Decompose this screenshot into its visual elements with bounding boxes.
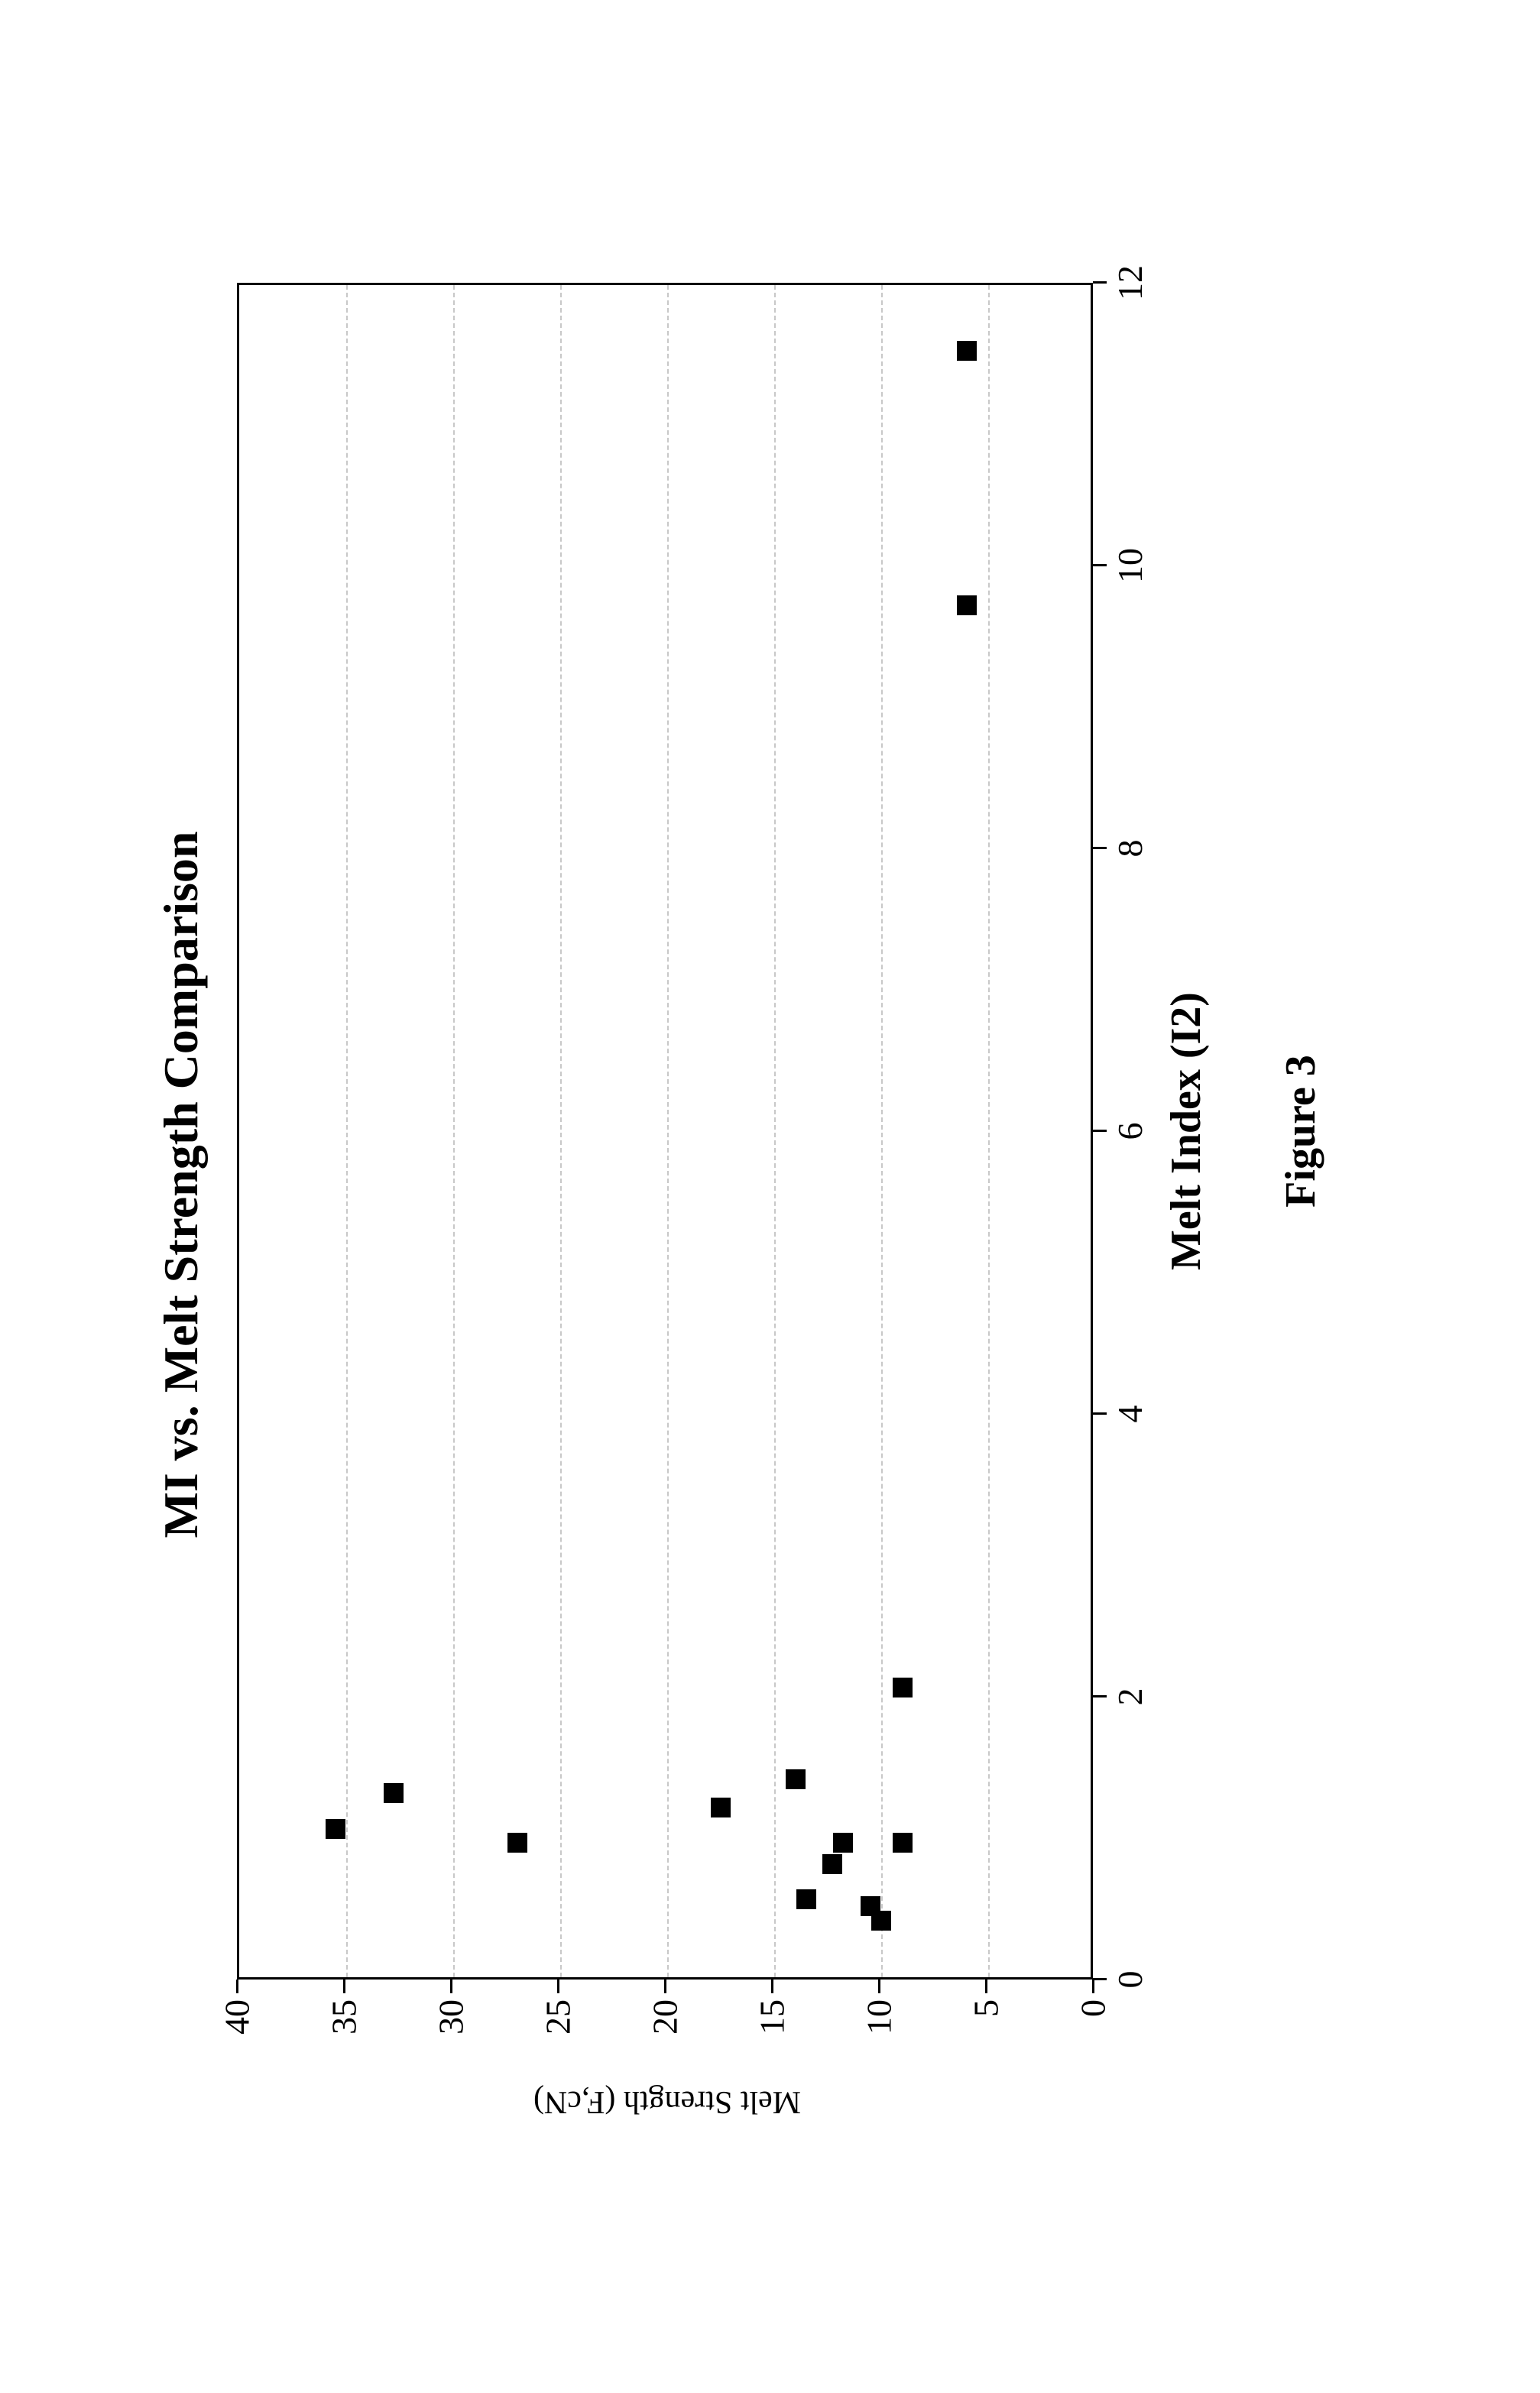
- y-tick-mark: [450, 1980, 452, 1993]
- data-point: [893, 1833, 913, 1853]
- y-tick-label: 25: [538, 1999, 579, 2035]
- data-point: [957, 342, 977, 362]
- y-tick-mark: [236, 1980, 238, 1993]
- x-tick-mark: [1093, 1978, 1107, 1980]
- data-point: [384, 1784, 404, 1804]
- gridline: [774, 285, 776, 1977]
- x-tick-mark: [1093, 1130, 1107, 1132]
- y-tick-label: 15: [752, 1999, 793, 2035]
- y-tick-mark: [557, 1980, 559, 1993]
- x-tick-mark: [1093, 1412, 1107, 1415]
- gridline: [346, 285, 348, 1977]
- y-tick-mark: [664, 1980, 666, 1993]
- gridline: [453, 285, 455, 1977]
- plot-area: [237, 283, 1093, 1980]
- x-tick-label: 2: [1110, 1688, 1150, 1706]
- data-point: [861, 1897, 880, 1917]
- data-point: [822, 1854, 842, 1874]
- x-tick-mark: [1093, 1695, 1107, 1697]
- chart-container: MI vs. Melt Strength Comparison Melt Str…: [153, 191, 1376, 2178]
- data-point: [833, 1833, 853, 1853]
- x-tick-label: 6: [1110, 1123, 1150, 1140]
- x-tick-label: 10: [1110, 548, 1150, 583]
- gridline: [667, 285, 669, 1977]
- y-tick-mark: [878, 1980, 880, 1993]
- y-tick-label: 40: [217, 1999, 258, 2035]
- y-tick-label: 10: [859, 1999, 900, 2035]
- figure-label: Figure 3: [1276, 283, 1325, 1980]
- y-tick-label: 5: [966, 1999, 1007, 2017]
- x-tick-mark: [1093, 281, 1107, 284]
- data-point: [711, 1798, 731, 1817]
- y-tick-label: 0: [1073, 1999, 1114, 2017]
- x-tick-label: 4: [1110, 1406, 1150, 1423]
- y-tick-mark: [343, 1980, 345, 1993]
- data-point: [893, 1678, 913, 1697]
- gridline: [560, 285, 562, 1977]
- y-tick-label: 35: [324, 1999, 365, 2035]
- y-tick-label: 30: [431, 1999, 472, 2035]
- data-point: [326, 1819, 345, 1839]
- chart-title: MI vs. Melt Strength Comparison: [153, 191, 209, 2178]
- x-tick-label: 0: [1110, 1971, 1150, 1989]
- x-axis-label: Melt Index (I2): [1162, 283, 1211, 1980]
- y-tick-label: 20: [645, 1999, 686, 2035]
- x-tick-mark: [1093, 564, 1107, 566]
- gridline: [988, 285, 990, 1977]
- gridline: [881, 285, 883, 1977]
- data-point: [786, 1769, 806, 1789]
- page: MI vs. Melt Strength Comparison Melt Str…: [0, 0, 1540, 2393]
- data-point: [507, 1833, 527, 1853]
- data-point: [796, 1889, 816, 1909]
- x-tick-mark: [1093, 847, 1107, 849]
- x-tick-label: 12: [1110, 265, 1150, 300]
- x-tick-label: 8: [1110, 840, 1150, 858]
- y-tick-mark: [985, 1980, 987, 1993]
- y-tick-mark: [771, 1980, 773, 1993]
- data-point: [957, 596, 977, 616]
- y-tick-mark: [1092, 1980, 1094, 1993]
- y-axis-label: Melt Strength (F,cN): [239, 2083, 1095, 2120]
